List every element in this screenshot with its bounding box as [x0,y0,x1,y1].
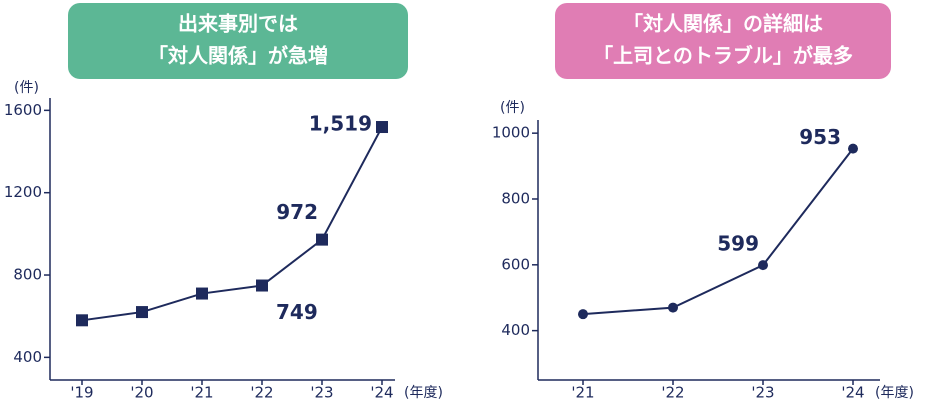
value-label: 599 [717,232,759,256]
chart-title: 「対人関係」が急増 [148,44,328,68]
marker [376,121,388,134]
title-box [68,3,408,79]
marker [316,233,328,246]
marker [196,287,208,300]
x-tick-label: '24 [370,384,393,401]
marker [256,279,268,292]
marker [668,302,678,313]
value-label: 749 [276,300,318,324]
y-tick-label: 400 [501,321,530,339]
chart-title: 「対人関係」の詳細は [623,12,823,36]
title-box [555,3,891,79]
x-tick-label: '23 [751,384,774,401]
y-tick-label: 1600 [4,101,42,119]
chart-title: 出来事別では [178,12,298,36]
y-unit: (件) [14,80,39,96]
y-tick-label: 1200 [4,183,42,201]
marker [578,309,588,320]
y-tick-label: 800 [13,266,42,284]
x-unit: (年度) [875,385,914,401]
marker [758,260,768,271]
y-tick-label: 600 [501,255,530,273]
line [582,148,854,316]
value-label: 972 [276,200,318,224]
x-tick-label: '21 [571,384,594,401]
value-label: 1,519 [309,112,372,136]
y-tick-label: 400 [13,348,42,366]
marker [136,306,148,319]
x-tick-label: '24 [841,384,864,401]
y-tick-label: 1000 [492,124,530,142]
x-unit: (年度) [404,385,443,401]
chart-title: 「上司とのトラブル」が最多 [593,44,853,68]
x-tick-label: '22 [250,384,273,401]
y-tick-label: 800 [501,189,530,207]
x-tick-label: '21 [190,384,213,401]
y-unit: (件) [500,100,525,116]
x-tick-label: '22 [661,384,684,401]
x-tick-label: '19 [70,384,93,401]
line [81,126,383,322]
x-tick-label: '20 [130,384,153,401]
x-tick-label: '23 [310,384,333,401]
marker [848,143,858,154]
marker [76,314,88,327]
value-label: 953 [799,125,841,149]
